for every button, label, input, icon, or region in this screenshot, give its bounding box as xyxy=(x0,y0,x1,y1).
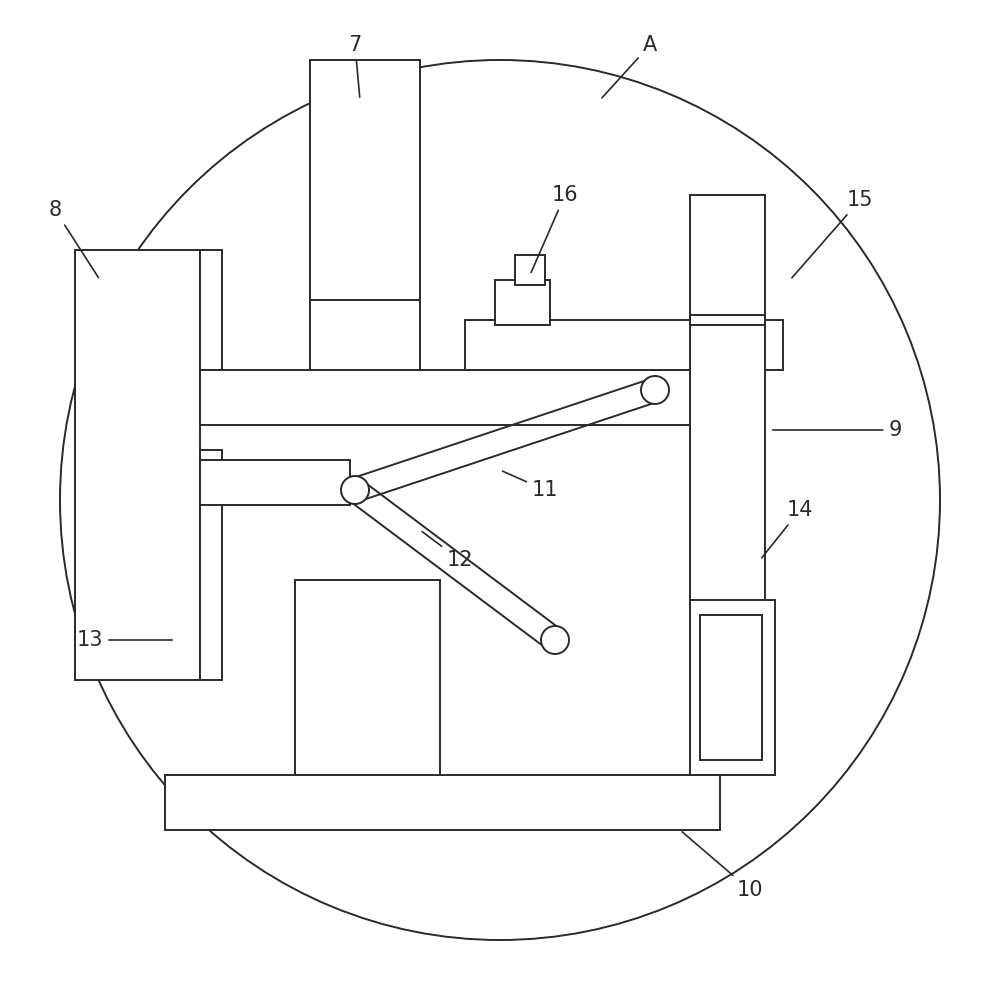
Bar xyxy=(515,255,545,285)
Text: 14: 14 xyxy=(762,500,813,557)
Bar xyxy=(495,280,550,325)
Bar xyxy=(75,250,200,680)
Text: 11: 11 xyxy=(503,472,558,500)
Bar xyxy=(765,320,783,370)
Bar xyxy=(295,580,440,795)
Text: 12: 12 xyxy=(422,531,473,570)
Text: 13: 13 xyxy=(77,630,172,650)
Circle shape xyxy=(641,376,669,404)
Text: A: A xyxy=(602,35,657,98)
Bar xyxy=(690,195,765,755)
Bar xyxy=(200,450,222,680)
Text: 10: 10 xyxy=(682,832,763,900)
Bar xyxy=(310,300,420,400)
Bar xyxy=(310,60,420,300)
Text: 9: 9 xyxy=(773,420,902,440)
Bar xyxy=(165,775,720,830)
Bar xyxy=(690,600,775,775)
Bar xyxy=(690,315,765,325)
Text: 7: 7 xyxy=(348,35,362,97)
Bar xyxy=(465,320,690,370)
Text: 15: 15 xyxy=(792,190,873,278)
Text: 16: 16 xyxy=(531,185,578,273)
Text: 8: 8 xyxy=(48,200,98,278)
Bar xyxy=(200,460,350,505)
Bar xyxy=(700,615,762,760)
Circle shape xyxy=(60,60,940,940)
Bar xyxy=(200,370,690,425)
Bar xyxy=(200,250,222,370)
Circle shape xyxy=(341,476,369,504)
Circle shape xyxy=(541,626,569,654)
